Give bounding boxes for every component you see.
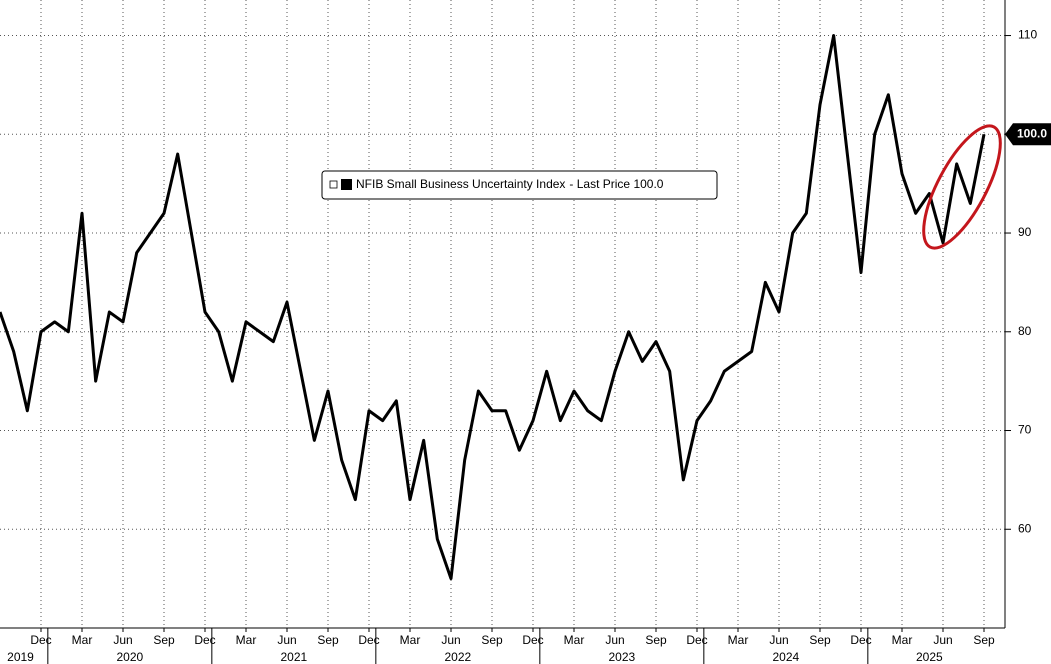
x-tick-label: Dec [850, 633, 871, 647]
x-tick-label: Mar [72, 633, 93, 647]
x-tick-label: Sep [645, 633, 667, 647]
year-label: 2019 [7, 650, 34, 664]
legend-box [321, 170, 718, 200]
x-tick-label: Jun [441, 633, 460, 647]
x-tick-label: Sep [153, 633, 175, 647]
y-tick-label: 90 [1018, 225, 1032, 239]
x-tick-label: Dec [194, 633, 215, 647]
x-tick-label: Jun [933, 633, 952, 647]
x-tick-label: Sep [481, 633, 503, 647]
x-tick-label: Jun [113, 633, 132, 647]
x-tick-label: Mar [400, 633, 421, 647]
year-label: 2023 [608, 650, 635, 664]
year-label: 2025 [916, 650, 943, 664]
x-tick-label: Jun [605, 633, 624, 647]
x-tick-label: Sep [973, 633, 995, 647]
year-label: 2024 [772, 650, 799, 664]
x-tick-label: Mar [892, 633, 913, 647]
x-tick-label: Jun [277, 633, 296, 647]
legend-tail: - Last Price 100.0 [569, 177, 663, 191]
x-tick-label: Dec [358, 633, 379, 647]
year-label: 2020 [116, 650, 143, 664]
x-tick-label: Mar [564, 633, 585, 647]
year-label: 2021 [280, 650, 307, 664]
x-tick-label: Dec [686, 633, 707, 647]
x-tick-label: Sep [317, 633, 339, 647]
series-line [0, 34, 986, 581]
last-price-tag [1005, 123, 1051, 146]
x-tick-label: Jun [769, 633, 788, 647]
y-tick-label: 80 [1018, 324, 1032, 338]
y-tick-label: 110 [1018, 28, 1037, 42]
x-tick-label: Mar [236, 633, 257, 647]
x-tick-label: Dec [30, 633, 51, 647]
y-tick-label: 60 [1018, 521, 1032, 535]
x-tick-label: Mar [728, 633, 749, 647]
legend-toggle[interactable] [329, 180, 338, 189]
last-price-label: 100.0 [1017, 126, 1047, 140]
x-tick-label: Dec [522, 633, 543, 647]
year-label: 2022 [444, 650, 471, 664]
y-tick-label: 70 [1018, 423, 1032, 437]
legend: NFIB Small Business Uncertainty Index - … [321, 170, 718, 200]
legend-label: NFIB Small Business Uncertainty Index [356, 177, 565, 191]
highlight-ellipse [922, 124, 1002, 250]
legend-swatch [341, 179, 352, 190]
x-tick-label: Sep [809, 633, 831, 647]
